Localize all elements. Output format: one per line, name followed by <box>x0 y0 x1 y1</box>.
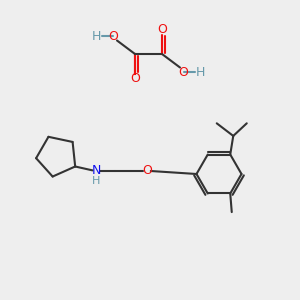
Text: O: O <box>142 164 152 178</box>
Text: H: H <box>92 29 101 43</box>
Text: N: N <box>92 164 101 178</box>
Text: H: H <box>92 176 100 186</box>
Text: O: O <box>109 29 118 43</box>
Text: O: O <box>179 65 188 79</box>
Text: O: O <box>157 23 167 36</box>
Text: O: O <box>130 72 140 85</box>
Text: H: H <box>196 65 205 79</box>
